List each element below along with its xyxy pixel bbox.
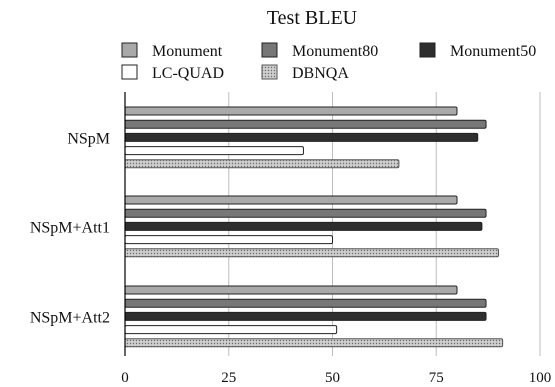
bar-monument80-nspm: [124, 119, 487, 129]
bar-monument-nspm: [124, 106, 458, 116]
bar-monument50-nspm-att2: [124, 311, 487, 321]
category-label-nspm: NSpM: [67, 130, 110, 147]
bar-monument80-nspm-att2: [124, 298, 487, 308]
legend-swatch: [419, 42, 436, 58]
legend-item-dbnqa: DBNQA: [261, 64, 349, 82]
bar-group-nspm-att2: [124, 285, 504, 348]
legend-label: Monument: [152, 43, 223, 60]
bar-monument-nspm-att2: [124, 285, 458, 295]
legend-item-monument80: Monument80: [261, 42, 378, 60]
category-labels: NSpM NSpM+Att1 NSpM+Att2: [30, 130, 110, 326]
bar-monument80-nspm-att1: [124, 208, 487, 218]
legend-swatch: [121, 64, 138, 80]
legend-label: DBNQA: [292, 65, 349, 82]
bar-monument50-nspm: [124, 132, 479, 142]
bar-monument50-nspm-att1: [124, 221, 483, 231]
x-tick-labels: 0 25 50 75 100: [121, 370, 551, 386]
legend-label: Monument80: [292, 43, 378, 60]
bars: [124, 106, 504, 348]
legend-swatch: [261, 42, 278, 58]
bar-dbnqa-nspm-att1: [124, 248, 499, 258]
x-tick-label: 25: [221, 370, 236, 386]
bar-monument-nspm-att1: [124, 195, 458, 205]
x-tick-label: 50: [325, 370, 340, 386]
x-tick-label: 75: [429, 370, 444, 386]
bar-dbnqa-nspm: [124, 159, 400, 169]
legend-item-monument50: Monument50: [419, 42, 536, 60]
bar-lc-quad-nspm-att2: [124, 325, 338, 335]
x-tick-label: 0: [121, 370, 129, 386]
category-label-nspm-att2: NSpM+Att2: [30, 309, 110, 326]
bar-lc-quad-nspm: [124, 146, 304, 156]
category-label-nspm-att1: NSpM+Att1: [30, 219, 110, 236]
legend-label: LC-QUAD: [152, 65, 224, 82]
legend-label: Monument50: [450, 43, 536, 60]
bar-dbnqa-nspm-att2: [124, 338, 504, 348]
bar-lc-quad-nspm-att1: [124, 235, 333, 245]
chart-title: Test BLEU: [267, 7, 358, 29]
bar-group-nspm-att1: [124, 195, 499, 258]
bar-group-nspm: [124, 106, 487, 169]
x-tick-label: 100: [529, 370, 552, 386]
legend-swatch: [121, 42, 138, 58]
legend-swatch: [261, 64, 278, 80]
legend-item-monument: Monument: [121, 42, 223, 60]
legend-item-lc-quad: LC-QUAD: [121, 64, 224, 82]
legend: Monument Monument80 Monument50 LC-QUAD DBNQA: [121, 42, 536, 82]
